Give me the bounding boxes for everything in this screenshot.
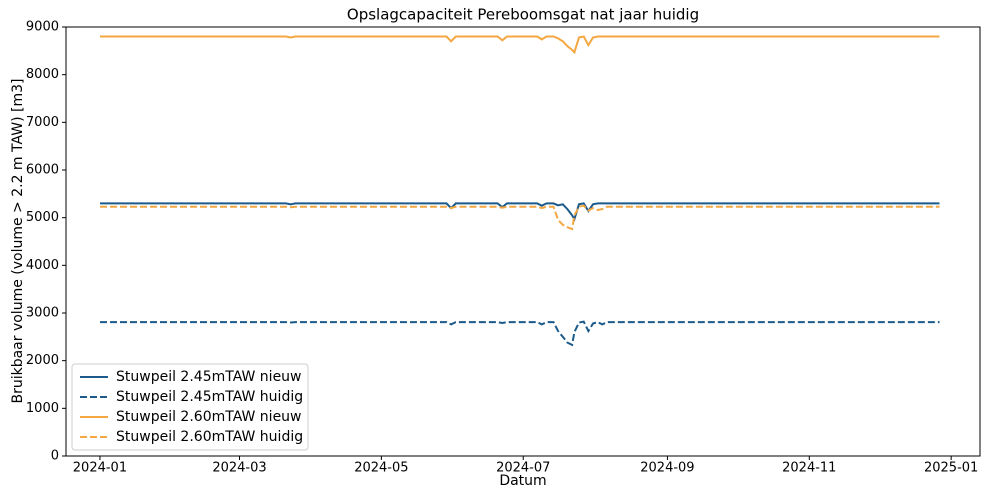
series-line (100, 35, 940, 55)
y-tick-label: 9000 (26, 20, 59, 35)
chart-title: Opslagcapaciteit Pereboomsgat nat jaar h… (347, 6, 699, 24)
series-line (100, 320, 940, 347)
y-tick-label: 4000 (26, 258, 59, 273)
y-tick-label: 3000 (26, 306, 59, 321)
legend-label: Stuwpeil 2.60mTAW huidig (116, 429, 303, 445)
legend-label: Stuwpeil 2.45mTAW huidig (116, 389, 303, 405)
legend-box (71, 363, 309, 451)
legend-label: Stuwpeil 2.60mTAW nieuw (116, 409, 302, 425)
x-tick-label: 2024-01 (73, 461, 127, 476)
x-tick-label: 2024-09 (640, 461, 694, 476)
x-tick-label: 2024-05 (354, 461, 408, 476)
y-tick-label: 2000 (26, 353, 59, 368)
x-tick-label: 2024-07 (496, 461, 550, 476)
series-line (100, 204, 940, 231)
y-tick-label: 6000 (26, 163, 59, 178)
y-tick-label: 7000 (26, 115, 59, 130)
x-axis-label: Datum (499, 473, 546, 489)
y-tick-label: 0 (51, 449, 59, 464)
y-tick-label: 5000 (26, 210, 59, 225)
x-tick-label: 2024-11 (782, 461, 836, 476)
x-tick-label: 2024-03 (212, 461, 266, 476)
y-tick-label: 1000 (26, 401, 59, 416)
series-line (100, 202, 940, 222)
legend-label: Stuwpeil 2.45mTAW nieuw (116, 369, 302, 385)
x-tick-label: 2025-01 (924, 461, 978, 476)
y-axis-label: Bruikbaar volume (volume > 2.2 m TAW) [m… (10, 78, 26, 403)
y-tick-label: 8000 (26, 67, 59, 82)
